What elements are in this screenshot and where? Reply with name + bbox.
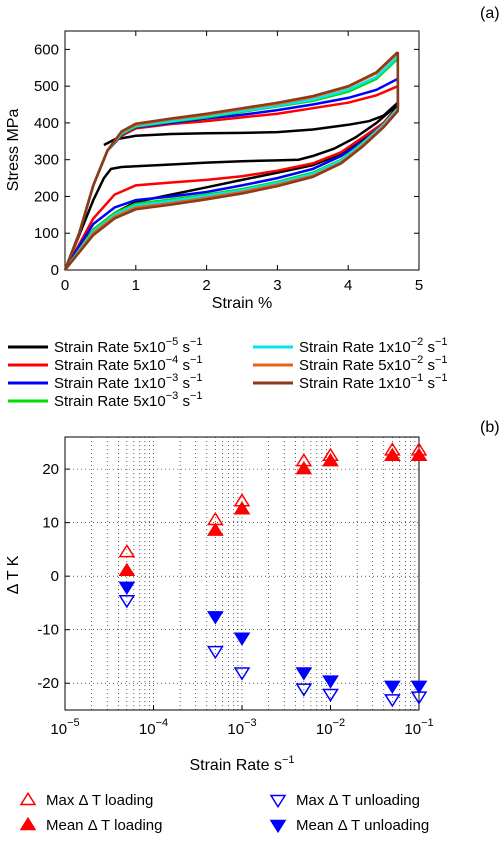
panel-a-plot-area	[64, 30, 420, 271]
data-point	[118, 581, 136, 596]
panel-b-ylabel: Δ T K	[5, 555, 22, 594]
legend-entry: Strain Rate 5x10−5 s−1	[8, 336, 203, 356]
legend-marker	[269, 819, 287, 834]
legend-label: Strain Rate 5x10−3 s−1	[54, 390, 203, 410]
panel-a-ytick-label: 0	[51, 262, 59, 279]
data-point	[384, 680, 401, 695]
series-loading-line	[63, 55, 399, 271]
data-point	[207, 611, 224, 625]
data-point	[233, 667, 251, 681]
legend-entry: Mean Δ T unloading	[269, 817, 429, 834]
panel-a-ytick-label: 400	[34, 115, 59, 132]
series-unloading-line	[64, 52, 400, 271]
panel-b-xtick-label: 10−4	[139, 717, 168, 738]
legend-entry: Strain Rate 5x10−2 s−1	[253, 354, 448, 374]
panel-a-xtick-label: 3	[273, 277, 281, 294]
data-point	[118, 595, 136, 609]
panel-a-xlabel: Strain %	[212, 295, 272, 312]
data-point	[384, 694, 401, 708]
panel-a-ylabel: Stress MPa	[5, 109, 22, 192]
panel-b-ytick-label: 0	[51, 568, 59, 585]
panel-b-xtick-label: 10−1	[404, 717, 433, 738]
panel-a-ytick-label: 100	[34, 225, 59, 242]
panel-a-ytick-label: 500	[34, 78, 59, 95]
scatter-series-0	[118, 442, 428, 558]
data-point	[322, 675, 339, 689]
data-point	[295, 460, 313, 475]
data-point	[233, 632, 251, 646]
panel-a-xtick-label: 2	[202, 277, 210, 294]
data-point	[207, 645, 224, 660]
series-loading-line	[63, 51, 399, 271]
data-point	[295, 667, 313, 681]
data-point	[295, 683, 313, 697]
legend-label: Strain Rate 1x10−2 s−1	[299, 336, 448, 356]
scatter-series-3	[118, 581, 428, 695]
panel-b-label: (b)	[480, 419, 500, 436]
panel-b-ytick-label: 20	[42, 461, 59, 478]
data-point	[322, 452, 339, 467]
panel-b-ytick-label: 10	[42, 515, 59, 532]
data-point	[410, 447, 428, 461]
stress-strain-chart: (a) 0 1 2 3 4 5 0 100 200 300 400 500 600 Strain % S…	[5, 5, 500, 410]
legend-entry: Strain Rate 1x10−1 s−1	[253, 372, 448, 392]
series-loading-line	[63, 77, 399, 271]
legend-label: Max Δ T loading	[46, 792, 153, 809]
legend-marker	[269, 794, 287, 809]
panel-b-ytick-label: -20	[37, 675, 59, 692]
legend-marker	[19, 816, 37, 831]
series-unloading-line	[63, 78, 400, 271]
legend-entry: Strain Rate 1x10−3 s−1	[8, 372, 203, 392]
panel-b-ytick-label: -10	[37, 622, 59, 639]
data-point	[118, 562, 136, 577]
legend-label: Strain Rate 1x10−3 s−1	[54, 372, 203, 392]
legend-label: Strain Rate 5x10−5 s−1	[54, 336, 203, 356]
legend-label: Strain Rate 1x10−1 s−1	[299, 372, 448, 392]
scatter-series-2	[118, 595, 428, 708]
panel-b-xtick-label: 10−2	[316, 717, 345, 738]
data-point	[233, 501, 251, 515]
panel-b-xlabel: Strain Rate s−1	[189, 754, 294, 774]
scatter-series-1	[118, 447, 428, 577]
delta-t-chart: (b) 10−5 10−4 10−3 10−2 10−1 -20 -10 0 10 20 Stra…	[5, 419, 500, 834]
panel-a-xtick-label: 4	[344, 277, 352, 294]
panel-a-xtick-label: 1	[132, 277, 140, 294]
panel-a-ytick-label: 200	[34, 188, 59, 205]
panel-a-ytick-label: 600	[34, 41, 59, 58]
panel-b-xtick-label: 10−3	[227, 717, 256, 738]
panel-a-ytick-label: 300	[34, 152, 59, 169]
legend-label: Strain Rate 5x10−4 s−1	[54, 354, 203, 374]
legend-entry: Strain Rate 5x10−4 s−1	[8, 354, 203, 374]
panel-a-xtick-label: 0	[61, 277, 69, 294]
legend-label: Mean Δ T loading	[46, 817, 162, 834]
legend-marker	[19, 791, 37, 806]
panel-a-xtick-label: 5	[415, 277, 423, 294]
data-point	[410, 680, 428, 695]
data-point	[207, 522, 224, 536]
legend-label: Max Δ T unloading	[296, 792, 420, 809]
legend-entry: Max Δ T loading	[19, 791, 153, 809]
series-unloading-line	[63, 56, 400, 271]
panel-b-legend: Max Δ T loading Mean Δ T loading Max Δ T u…	[19, 791, 429, 834]
series-curve-2	[63, 77, 400, 271]
series-unloading-line	[63, 86, 400, 271]
panel-b-xtick-label: 10−5	[50, 717, 79, 738]
legend-entry: Strain Rate 5x10−3 s−1	[8, 390, 203, 410]
legend-entry: Max Δ T unloading	[269, 792, 420, 809]
legend-label: Mean Δ T unloading	[296, 817, 429, 834]
data-point	[322, 688, 339, 703]
panel-a-label: (a)	[480, 5, 500, 22]
data-point	[384, 447, 401, 461]
legend-entry: Mean Δ T loading	[19, 816, 162, 834]
series-loading-line	[63, 103, 399, 271]
series-curve-4	[63, 55, 400, 271]
series-curve-6	[63, 51, 400, 271]
legend-label: Strain Rate 5x10−2 s−1	[299, 354, 448, 374]
data-point	[118, 543, 136, 558]
series-upper-plateau-line	[103, 101, 399, 147]
legend-entry: Strain Rate 1x10−2 s−1	[253, 336, 448, 356]
